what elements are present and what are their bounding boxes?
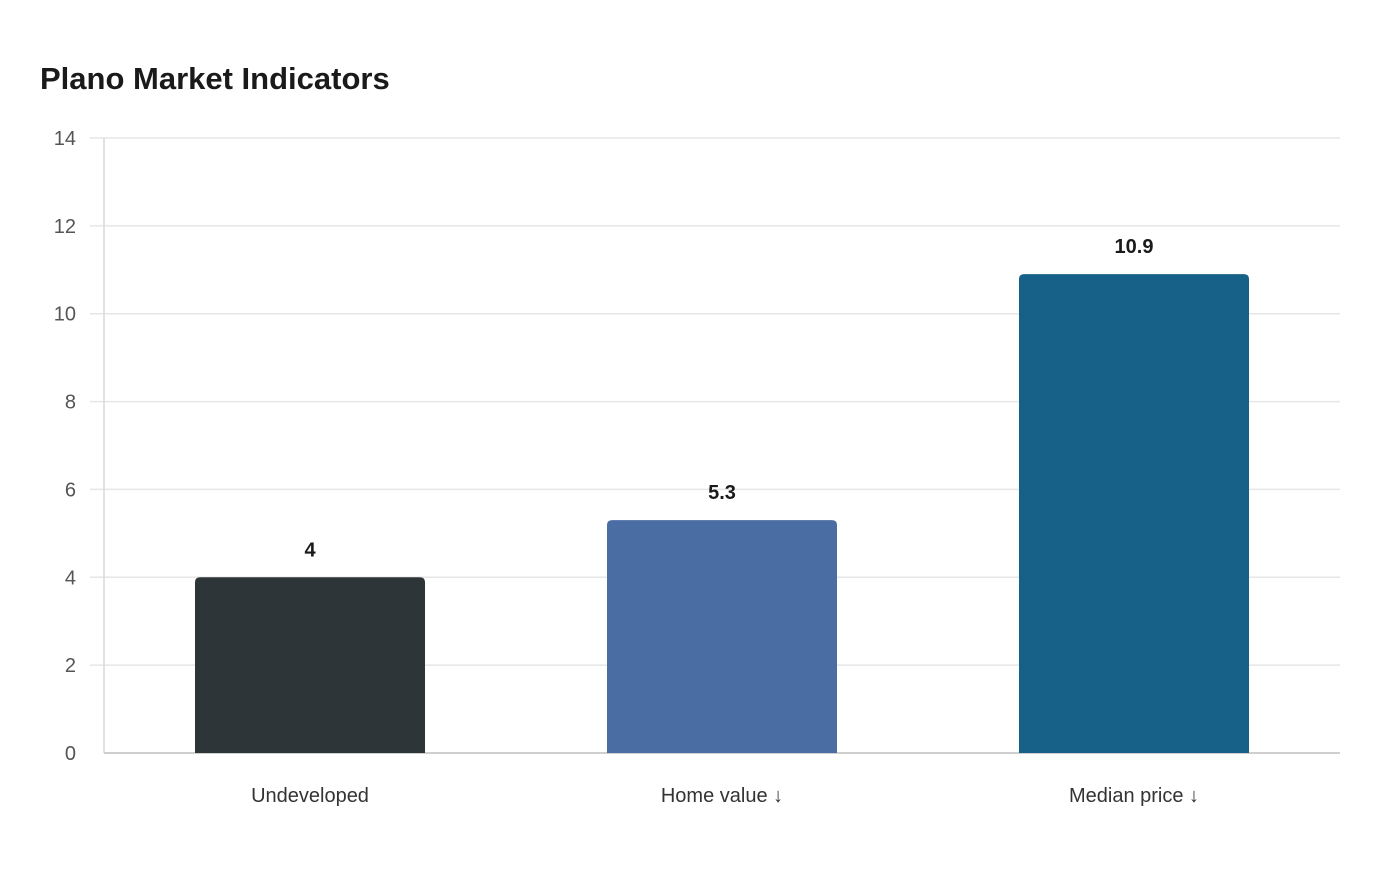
labels: 0 2 4 6 8 10 12 14 4 Undeveloped 5.3 Home value ↓ 10… <box>54 128 1199 807</box>
bar-value-label: 4 <box>304 539 316 561</box>
bar-3 <box>1019 274 1249 753</box>
bars <box>195 274 1249 753</box>
bar-value-label: 10.9 <box>1115 236 1154 258</box>
y-tick-label: 4 <box>65 567 76 589</box>
x-category-label: Undeveloped <box>251 785 369 807</box>
y-tick-label: 0 <box>65 743 76 765</box>
y-tick-label: 12 <box>54 216 76 238</box>
bar-value-label: 5.3 <box>708 482 736 504</box>
y-tick-label: 10 <box>54 304 76 326</box>
y-tick-label: 2 <box>65 655 76 677</box>
x-category-label: Median price ↓ <box>1069 785 1199 807</box>
y-tick-label: 6 <box>65 479 76 501</box>
bar-2 <box>607 520 837 753</box>
y-tick-label: 8 <box>65 392 76 414</box>
x-category-label: Home value ↓ <box>661 785 783 807</box>
chart-title: Plano Market Indicators <box>40 61 390 96</box>
y-tick-label: 14 <box>54 128 76 150</box>
bar-1 <box>195 577 425 753</box>
